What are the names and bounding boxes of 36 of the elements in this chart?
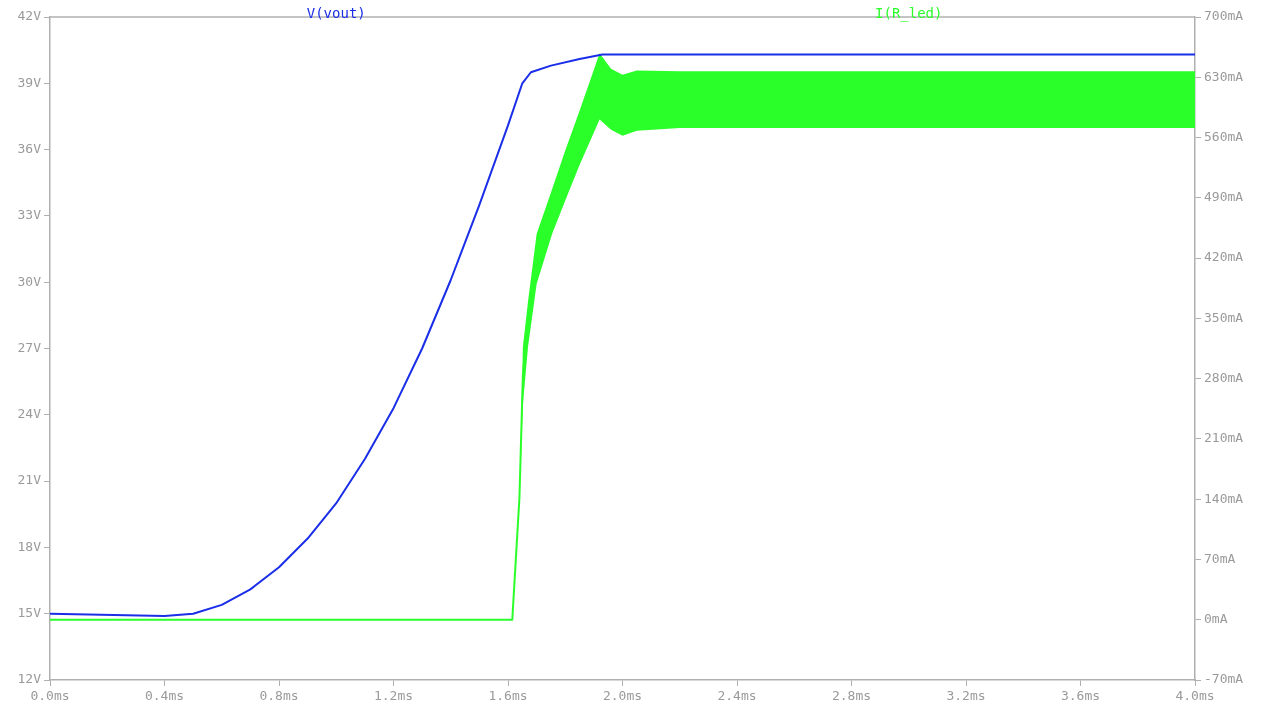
y2-tick-label: 70mA <box>1204 550 1236 566</box>
x-tick-label: 1.6ms <box>488 688 528 704</box>
x-tick-label: 2.4ms <box>717 688 757 704</box>
y2-tick-label: 420mA <box>1204 249 1244 265</box>
y2-tick-label: 630mA <box>1204 68 1244 84</box>
y2-tick-label: -70mA <box>1204 671 1244 687</box>
y-tick-label: 36V <box>17 140 42 156</box>
y-tick-label: 24V <box>17 406 42 422</box>
y-tick-label: 27V <box>17 339 42 355</box>
y2-tick-label: 490mA <box>1204 189 1244 205</box>
y2-tick-label: 280mA <box>1204 370 1244 386</box>
text: I(R_led) <box>875 5 943 21</box>
x-tick-label: 4.0ms <box>1175 688 1215 704</box>
x-tick-label: 2.0ms <box>602 688 643 704</box>
y2-tick-label: 350mA <box>1204 309 1244 325</box>
y2-tick-label: 210mA <box>1204 430 1244 446</box>
y-tick-label: 30V <box>17 273 42 289</box>
y-tick-label: 42V <box>17 8 42 24</box>
x-tick-label: 3.6ms <box>1060 688 1101 704</box>
y2-tick-label: 140mA <box>1204 490 1244 506</box>
x-tick-label: 0.0ms <box>30 688 70 704</box>
y2-tick-label: 560mA <box>1204 128 1244 144</box>
x-tick-label: 1.2ms <box>373 688 414 704</box>
y2-tick-label: 0mA <box>1204 611 1228 627</box>
y-tick-label: 33V <box>17 207 42 223</box>
y-tick-label: 15V <box>17 605 42 621</box>
y-tick-label: 21V <box>17 472 42 488</box>
x-tick-label: 2.8ms <box>831 688 872 704</box>
text: V(vout) <box>306 5 366 21</box>
y-tick-label: 18V <box>17 538 42 554</box>
y2-tick-label: 700mA <box>1204 8 1244 24</box>
x-tick-label: 3.2ms <box>946 688 986 704</box>
y-tick-label: 12V <box>17 671 42 687</box>
x-tick-label: 0.4ms <box>144 688 185 704</box>
x-tick-label: 0.8ms <box>259 688 299 704</box>
y-tick-label: 39V <box>17 74 42 90</box>
